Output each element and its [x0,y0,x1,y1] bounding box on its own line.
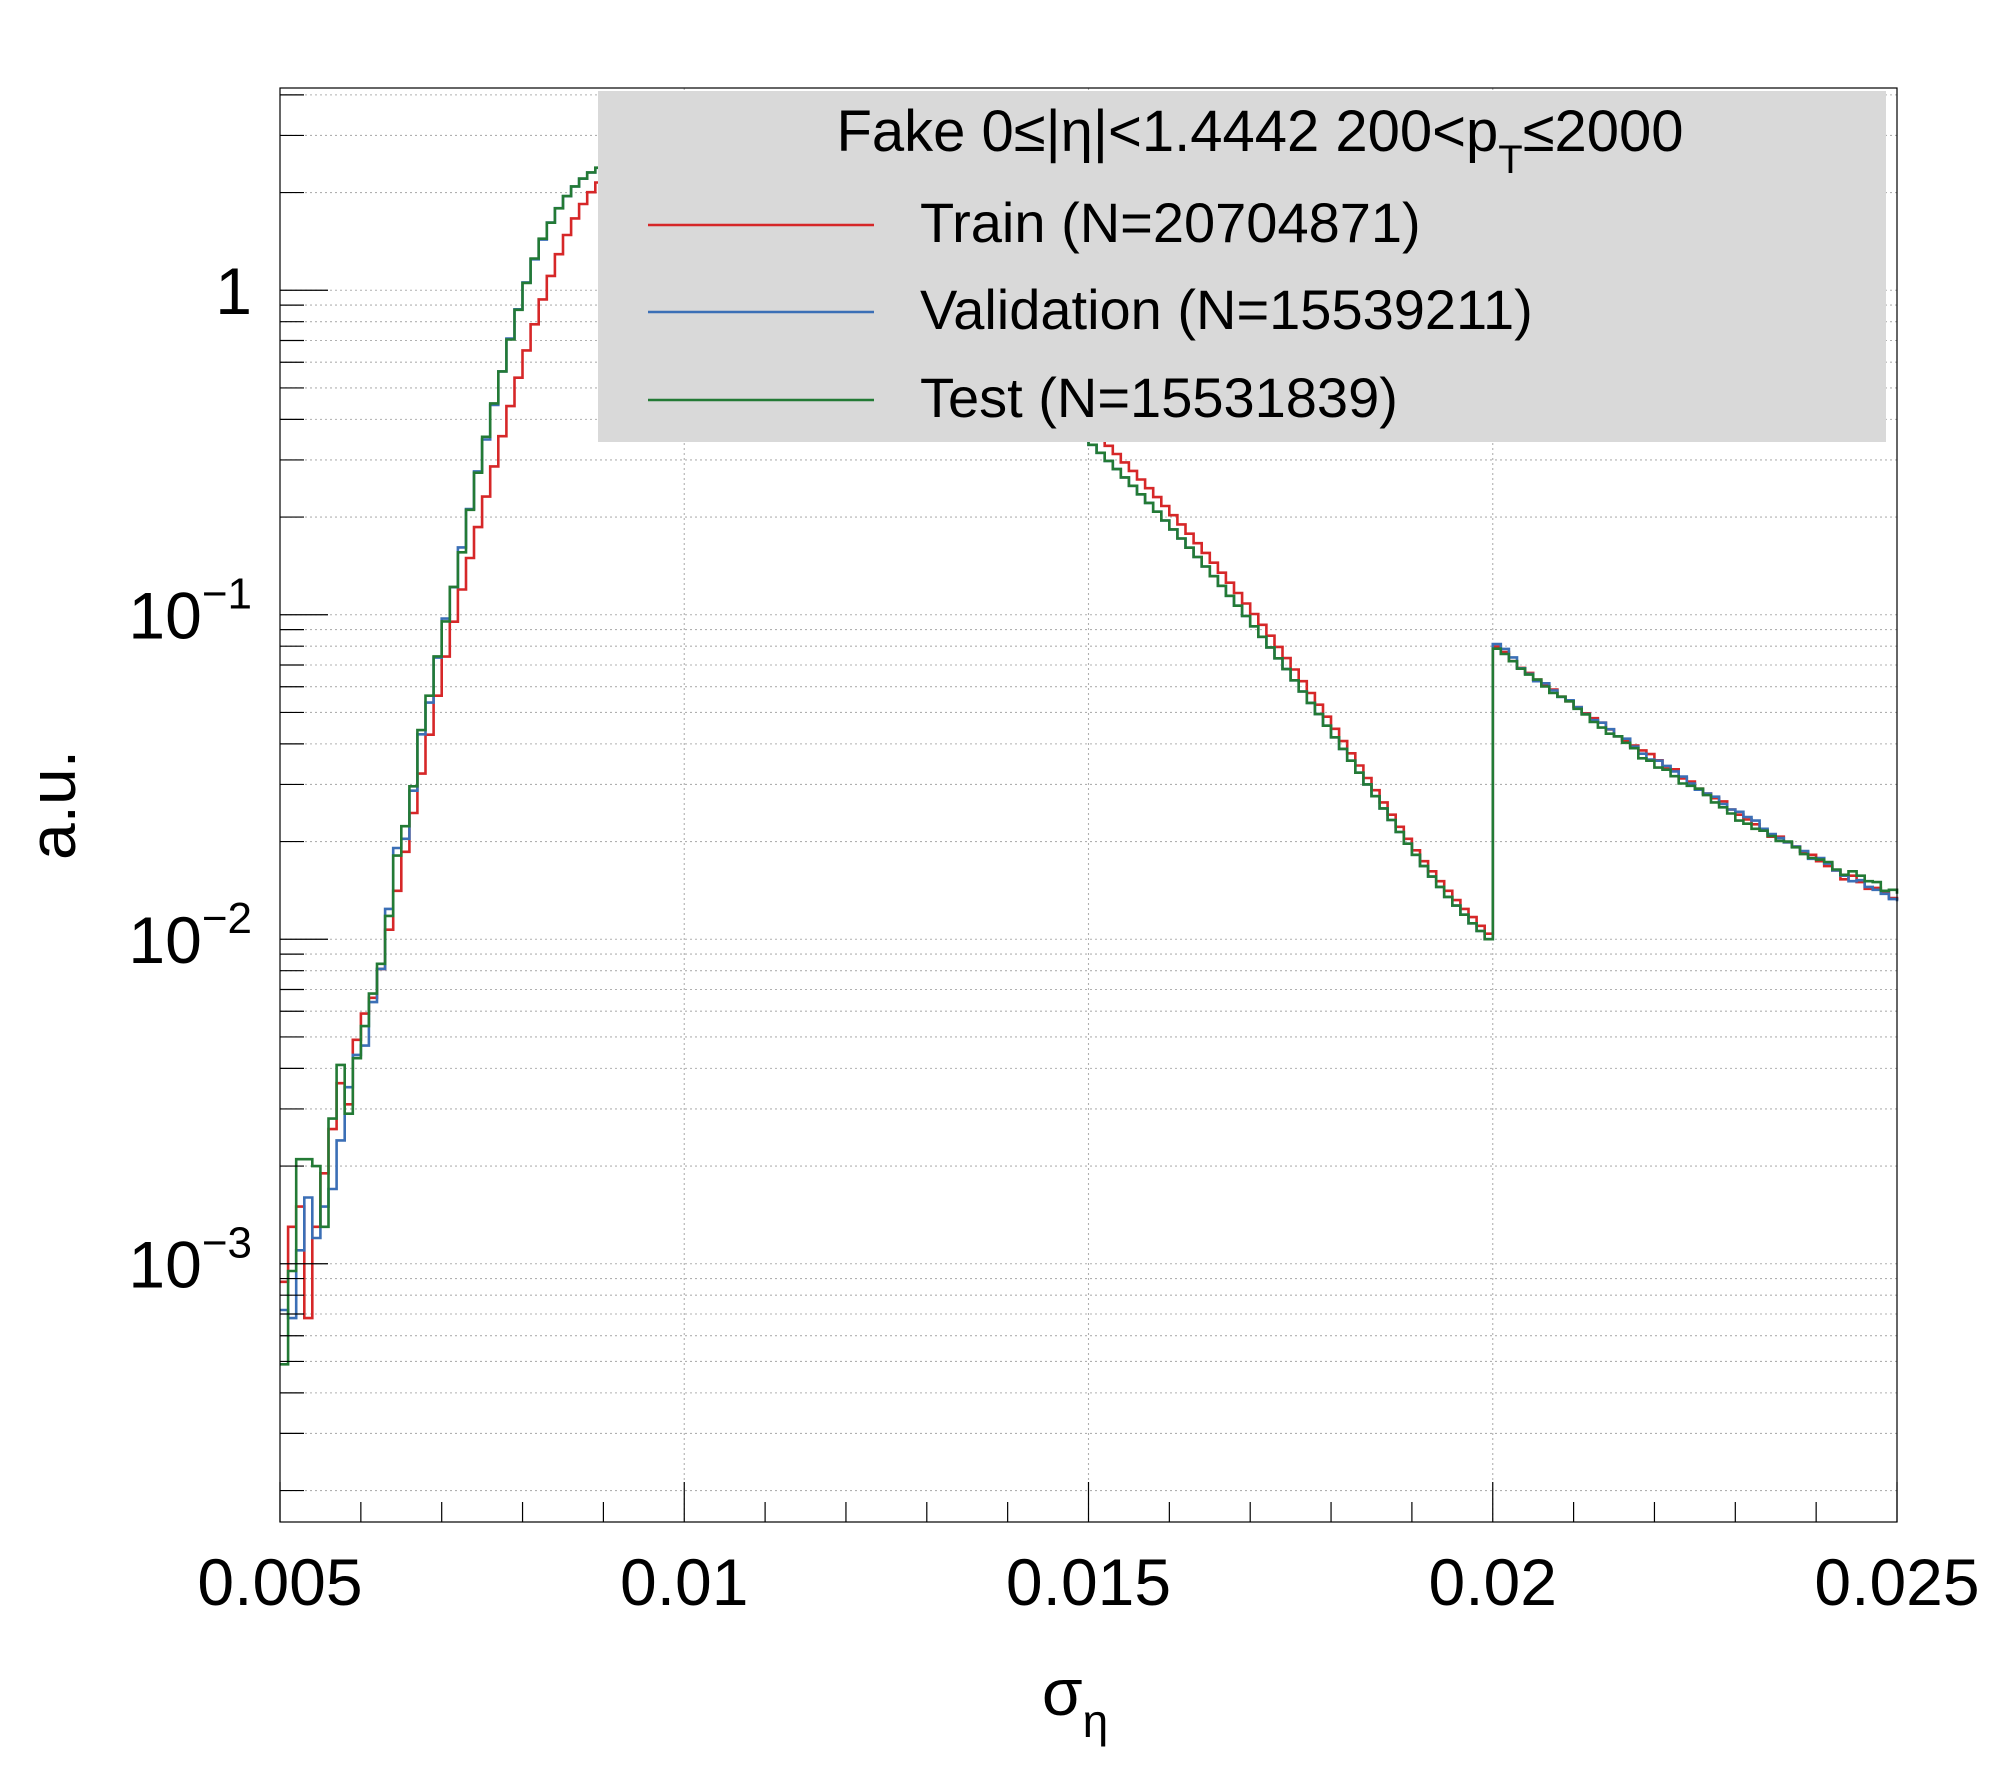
x-tick-label: 0.025 [1814,1545,1979,1619]
legend-header-subscript: T [1498,138,1522,182]
legend-header: Fake 0≤|η|<1.4442 200<pT≤2000 [836,99,1683,182]
x-tick-label: 0.01 [620,1545,748,1619]
y-tick-label: 10−3 [128,1219,252,1302]
y-tick-label: 10−1 [128,570,252,653]
axis-ticks [279,94,1898,1522]
legend-background [598,91,1886,442]
legend-label-train: Train (N=20704871) [920,191,1421,254]
legend-label-test: Test (N=15531839) [920,366,1398,429]
y-tick-label: 10−2 [128,894,252,977]
legend-label-validation: Validation (N=15539211) [920,278,1533,341]
x-axis-title: ση [1042,1655,1108,1747]
series-line-test [280,158,1899,1366]
y-tick-labels: 1 10−1 10−2 10−3 [128,254,252,1301]
x-axis-title-subscript: η [1083,1695,1109,1747]
x-tick-label: 0.02 [1429,1545,1557,1619]
y-axis-title: a.u. [15,750,89,860]
x-tick-label: 0.015 [1006,1545,1171,1619]
y-tick-label: 1 [215,254,252,328]
x-tick-labels: 0.005 0.01 0.015 0.02 0.025 [197,1545,1979,1619]
x-tick-label: 0.005 [197,1545,362,1619]
legend: Fake 0≤|η|<1.4442 200<pT≤2000 Train (N=2… [598,91,1886,442]
